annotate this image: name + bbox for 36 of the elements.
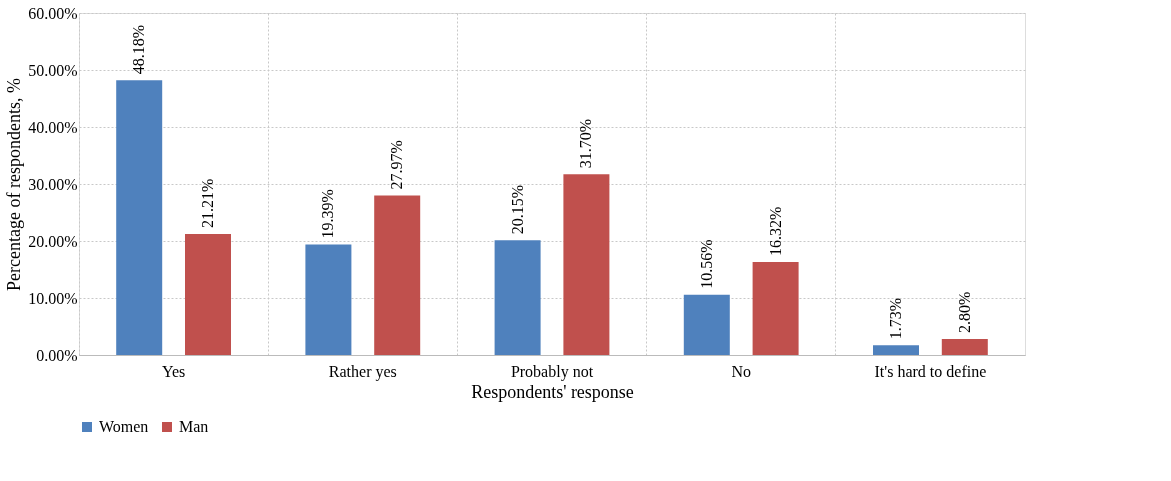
y-axis-title: Percentage of respondents, %	[4, 78, 25, 291]
bar	[683, 294, 730, 355]
x-tick-label: Yes	[161, 362, 186, 380]
y-tick-label: 10.00%	[28, 289, 78, 307]
y-tick-label: 20.00%	[28, 232, 78, 250]
x-tick-label: It's hard to define	[874, 362, 987, 380]
data-label: 16.32%	[766, 206, 784, 256]
x-tick-label: Probably not	[510, 362, 594, 381]
data-label: 48.18%	[130, 25, 148, 75]
bar	[374, 195, 421, 355]
y-tick-label: 60.00%	[28, 4, 78, 22]
legend-label: Man	[179, 418, 209, 435]
bar	[941, 339, 988, 355]
bar	[873, 345, 919, 355]
data-label: 21.21%	[199, 178, 216, 229]
data-label: 1.73%	[887, 297, 904, 340]
x-tick-label: Rather yes	[328, 362, 397, 381]
x-tick-label: No	[731, 362, 751, 380]
data-label: 2.80%	[955, 291, 973, 334]
bar	[752, 261, 799, 355]
bar	[185, 234, 231, 355]
data-label: 27.97%	[388, 140, 406, 190]
data-label: 10.56%	[697, 239, 715, 289]
x-axis-title: Respondents' response	[471, 381, 634, 402]
y-tick-label: 0.00%	[36, 346, 78, 364]
legend-label: Women	[99, 418, 149, 435]
bar	[116, 80, 163, 355]
bar	[494, 240, 541, 355]
data-label: 31.70%	[577, 118, 595, 169]
y-tick-label: 50.00%	[28, 61, 78, 79]
bar	[563, 174, 610, 355]
data-label: 19.39%	[319, 189, 337, 239]
bar	[305, 244, 352, 355]
y-tick-label: 30.00%	[28, 175, 78, 193]
data-label: 20.15%	[508, 184, 526, 235]
y-tick-label: 40.00%	[28, 118, 78, 136]
